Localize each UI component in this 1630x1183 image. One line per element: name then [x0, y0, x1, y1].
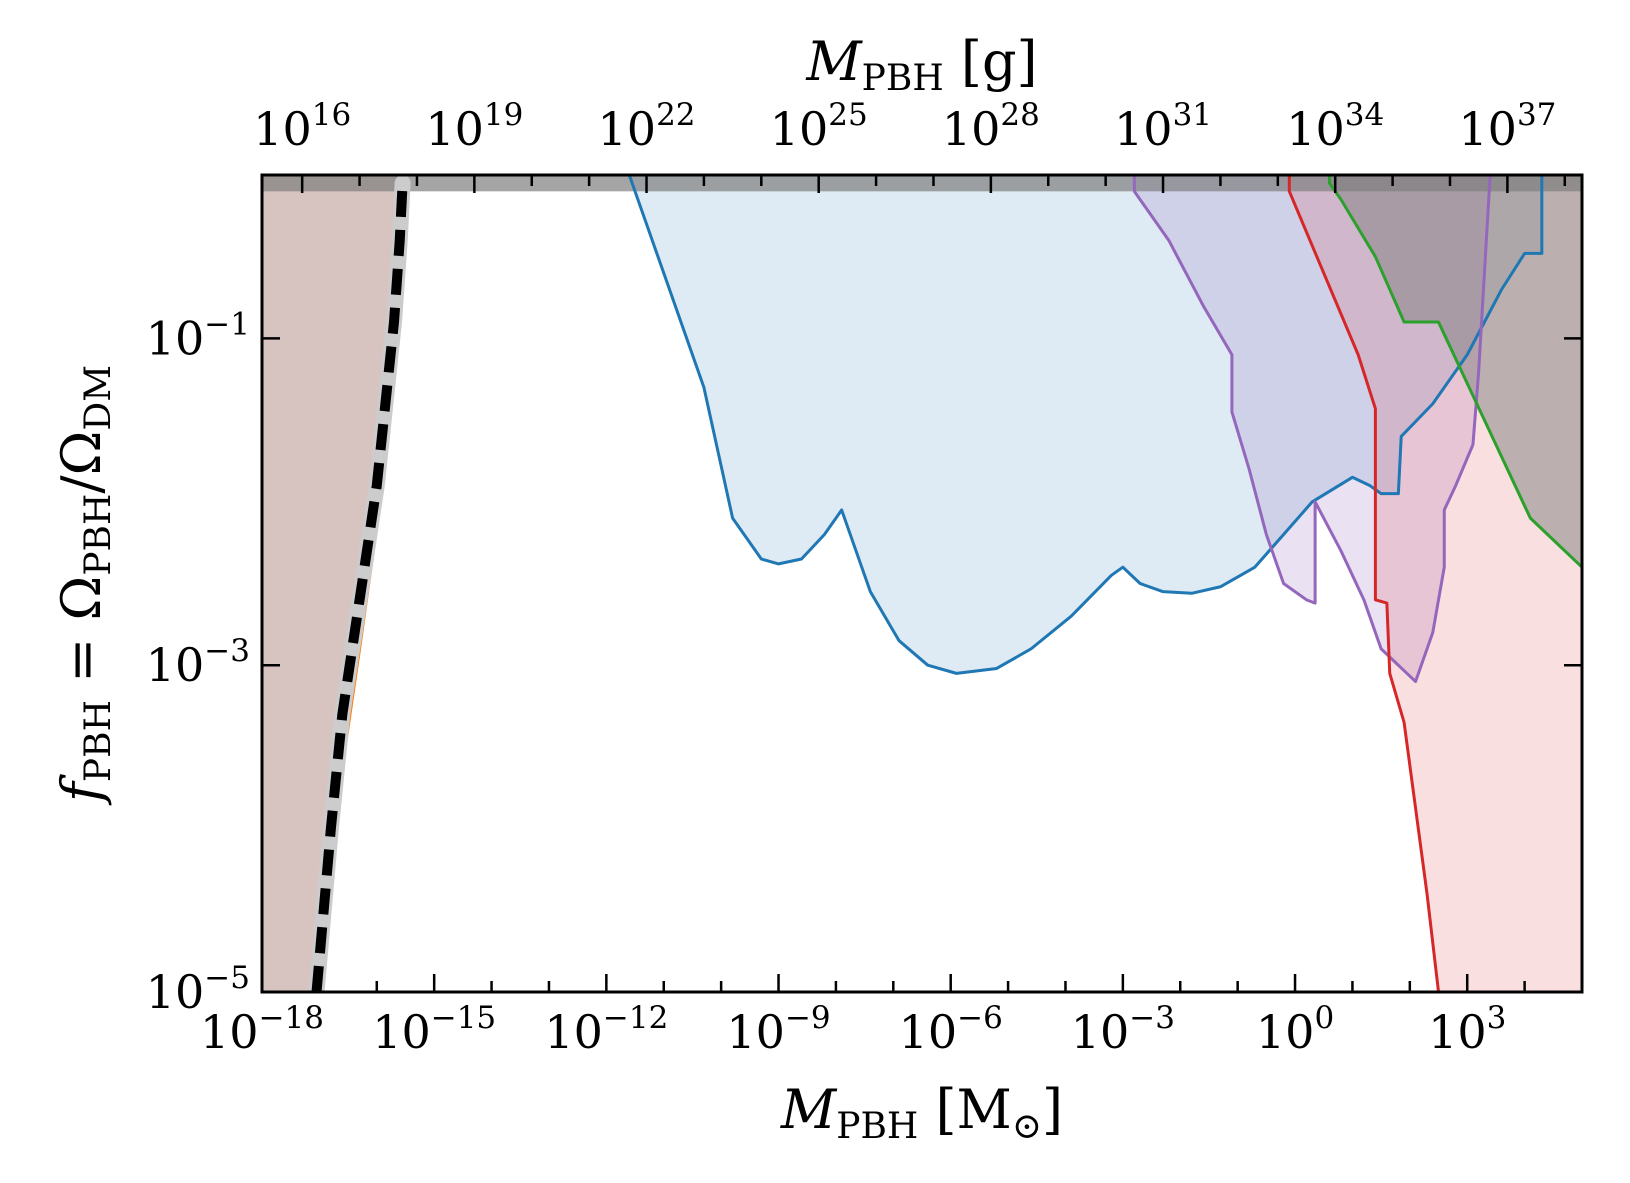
x-tick-label: 10−15 — [372, 1000, 496, 1059]
top-x-tick-label: 1025 — [770, 97, 868, 156]
axis-ticks — [260, 175, 1584, 994]
top-x-tick-label: 1037 — [1458, 97, 1556, 156]
lensing-line — [627, 175, 1544, 675]
y-axis-label: fPBH = ΩPBH/ΩDM — [50, 365, 119, 806]
x-tick-label: 103 — [1428, 1000, 1506, 1059]
top-x-tick-label: 1019 — [425, 97, 523, 156]
evaporation-fill — [262, 175, 403, 992]
cmb-green-fill — [1329, 175, 1582, 568]
axes-frame — [260, 173, 1584, 994]
top-x-tick-label: 1028 — [942, 97, 1040, 156]
constraint-areas — [262, 175, 1582, 992]
x-tick-label: 100 — [1256, 1000, 1334, 1059]
x-tick-label: 10−9 — [726, 1000, 830, 1059]
top-x-tick-label: 1034 — [1286, 97, 1384, 156]
x-tick-label: 10−6 — [899, 1000, 1003, 1059]
plot-frame — [260, 173, 1584, 994]
x-axis-label: MPBH [M⊙] — [780, 1078, 1063, 1147]
top-excluded-band — [262, 175, 1582, 192]
top-x-tick-label: 1022 — [598, 97, 696, 156]
top-x-axis-label: MPBH [g] — [805, 30, 1037, 99]
y-tick-label: 10−3 — [146, 633, 250, 692]
lensing-fill — [629, 175, 1542, 674]
dashed-bound-line — [311, 182, 408, 992]
x-tick-label: 10−12 — [544, 1000, 668, 1059]
top-x-tick-label: 1016 — [253, 97, 351, 156]
y-tick-label: 10−1 — [146, 306, 250, 365]
top-x-tick-label: 1031 — [1114, 97, 1212, 156]
y-tick-label: 10−5 — [146, 960, 250, 1019]
tick-labels: 10−18 10−15 10−12 10−9 10−6 10−3 100 103 1016 101… — [146, 97, 1557, 1059]
x-tick-label: 10−3 — [1071, 1000, 1175, 1059]
x-tick-label: 10−18 — [200, 1000, 324, 1059]
dynamical-red-line — [1287, 175, 1582, 992]
microlensing-purple-line — [1132, 175, 1492, 684]
